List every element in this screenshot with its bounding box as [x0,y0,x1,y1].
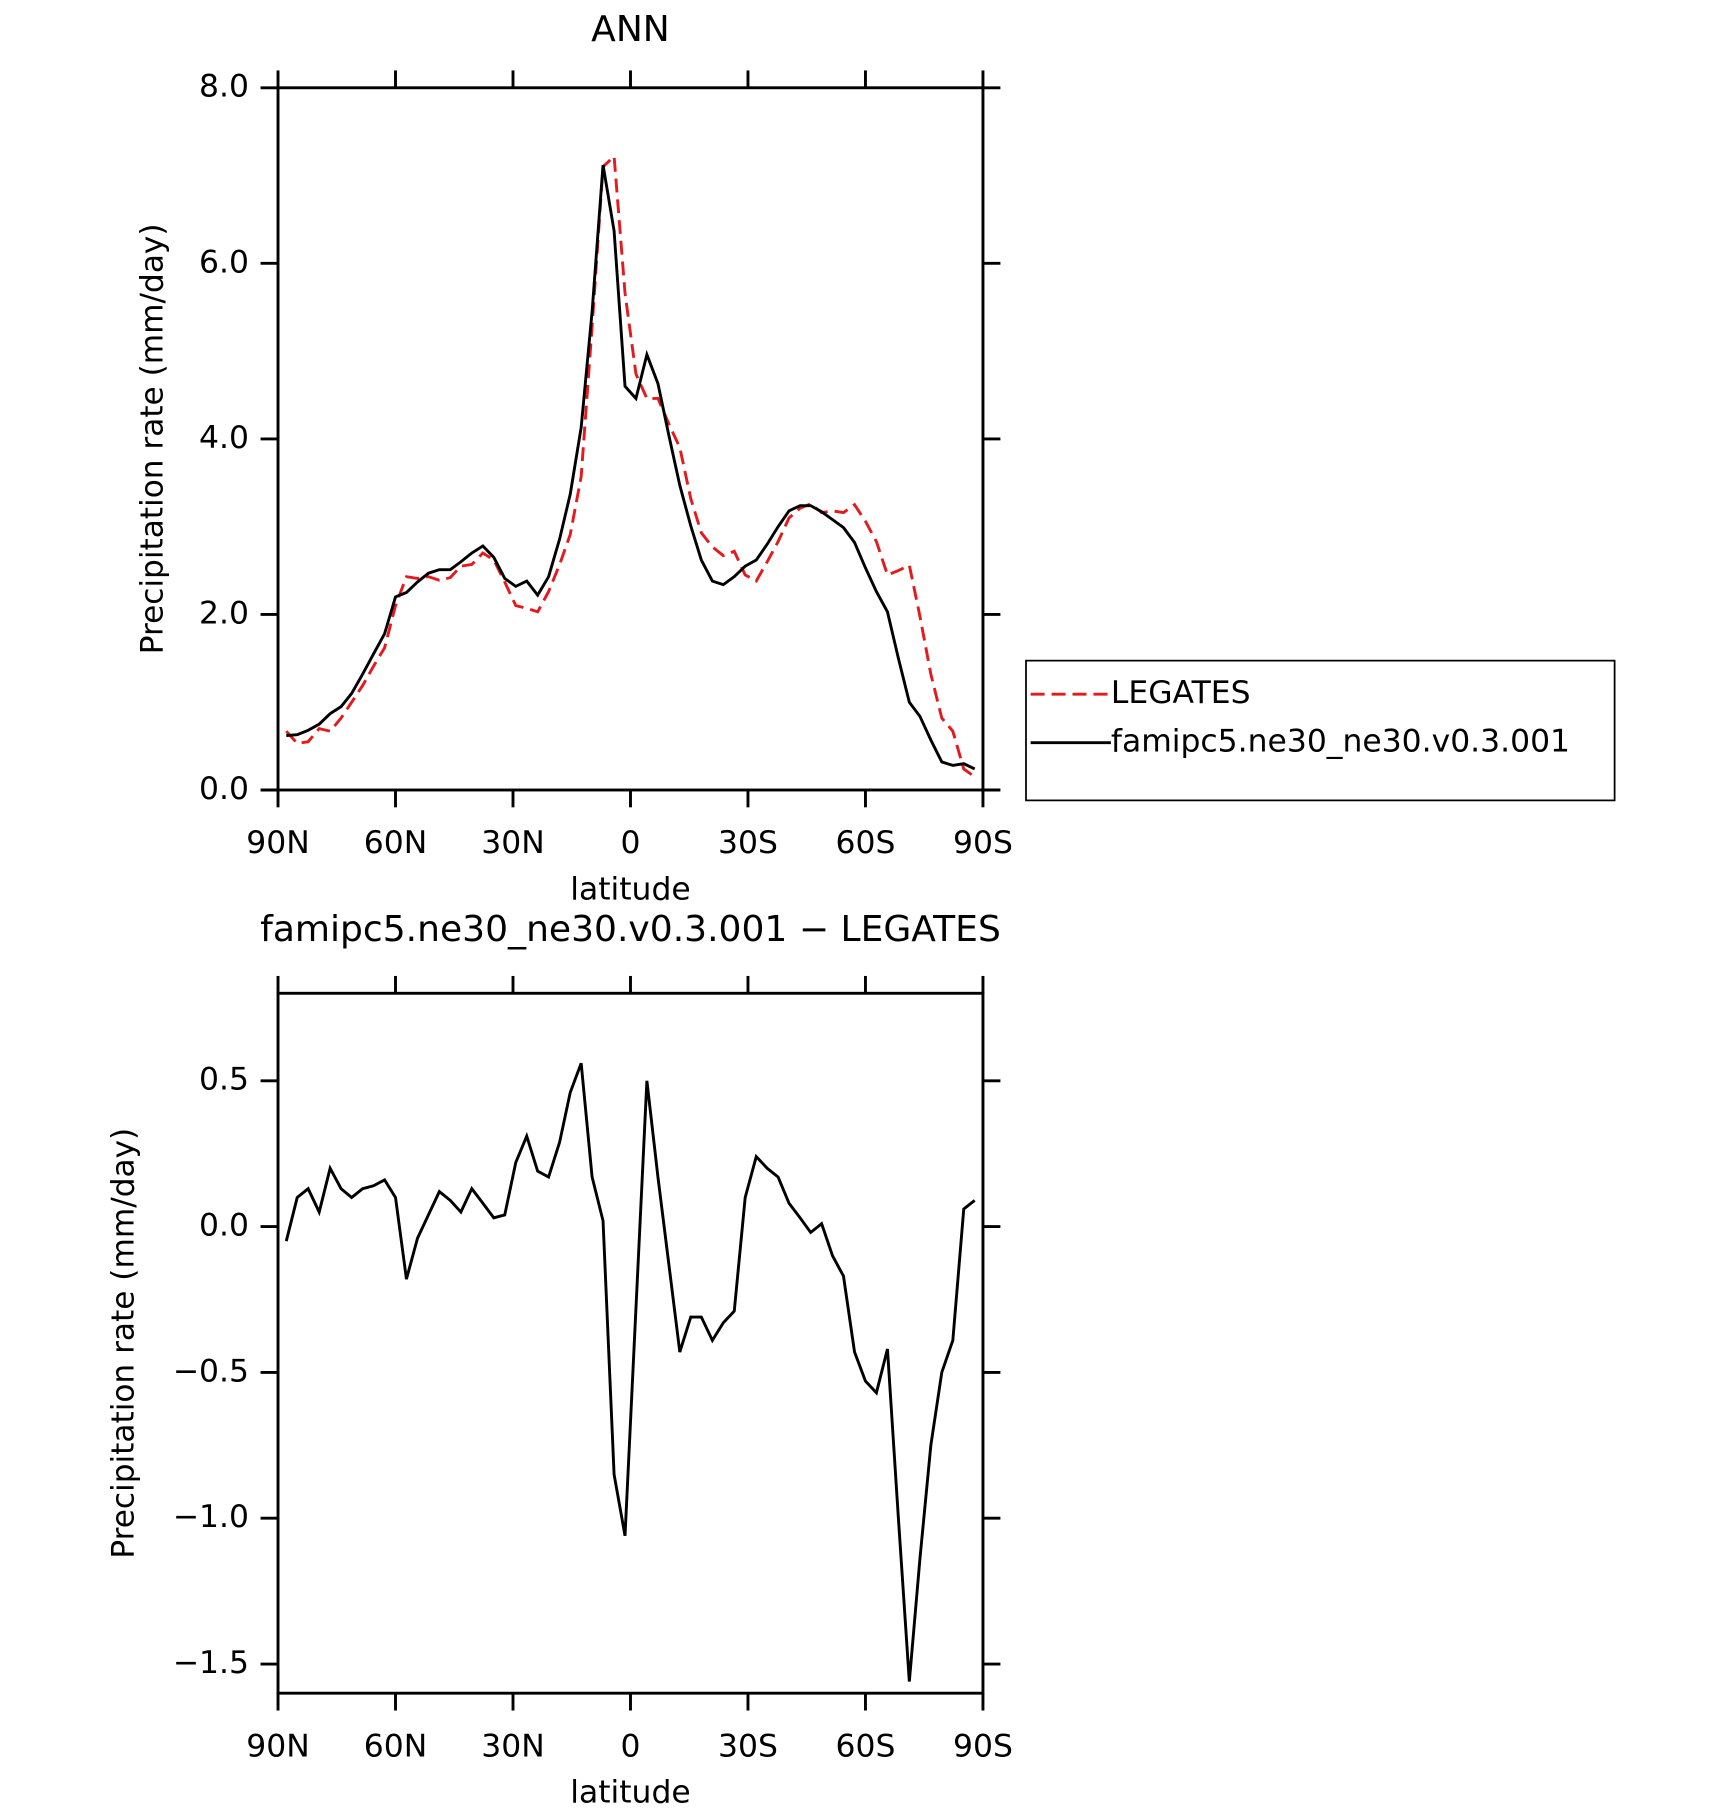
y-tick-label: 0.0 [199,771,249,807]
x-tick-label: 90N [246,1729,309,1765]
legend-label: famipc5.ne30_ne30.v0.3.001 [1111,724,1570,760]
x-tick-label: 60S [836,825,896,861]
legend-box [1025,659,1616,802]
y-axis-label: Precipitation rate (mm/day) [134,223,170,654]
x-tick-label: 30S [718,1729,778,1765]
y-tick-label: 4.0 [199,420,249,456]
y-tick-label: 6.0 [199,244,249,280]
x-tick-label: 90S [953,1729,1013,1765]
x-axis-label: latitude [570,872,690,908]
y-tick-label: 8.0 [199,69,249,105]
x-tick-label: 60S [836,1729,896,1765]
y-tick-label: 2.0 [199,596,249,632]
data-line [285,153,976,779]
y-tick-label: −0.5 [173,1353,249,1389]
legend-label: LEGATES [1111,675,1251,711]
y-tick-label: 0.0 [199,1208,249,1244]
x-tick-label: 0 [621,1729,641,1765]
y-tick-label: −1.0 [173,1499,249,1535]
chart-title: famipc5.ne30_ne30.v0.3.001 − LEGATES [260,909,1001,950]
x-tick-label: 90N [246,825,309,861]
x-tick-label: 60N [364,1729,427,1765]
plot-frame [276,991,985,1695]
x-tick-label: 0 [621,825,641,861]
chart-title: ANN [591,9,670,50]
x-tick-label: 90S [953,825,1013,861]
x-tick-label: 30N [481,1729,544,1765]
y-tick-label: 0.5 [199,1062,249,1098]
data-line [284,1062,976,1682]
y-tick-label: −1.5 [173,1645,249,1681]
y-axis-label: Precipitation rate (mm/day) [105,1128,141,1559]
x-tick-label: 60N [364,825,427,861]
x-tick-label: 30S [718,825,778,861]
plot-frame [276,86,985,792]
x-tick-label: 30N [481,825,544,861]
x-axis-label: latitude [570,1775,690,1811]
data-line [286,164,976,771]
